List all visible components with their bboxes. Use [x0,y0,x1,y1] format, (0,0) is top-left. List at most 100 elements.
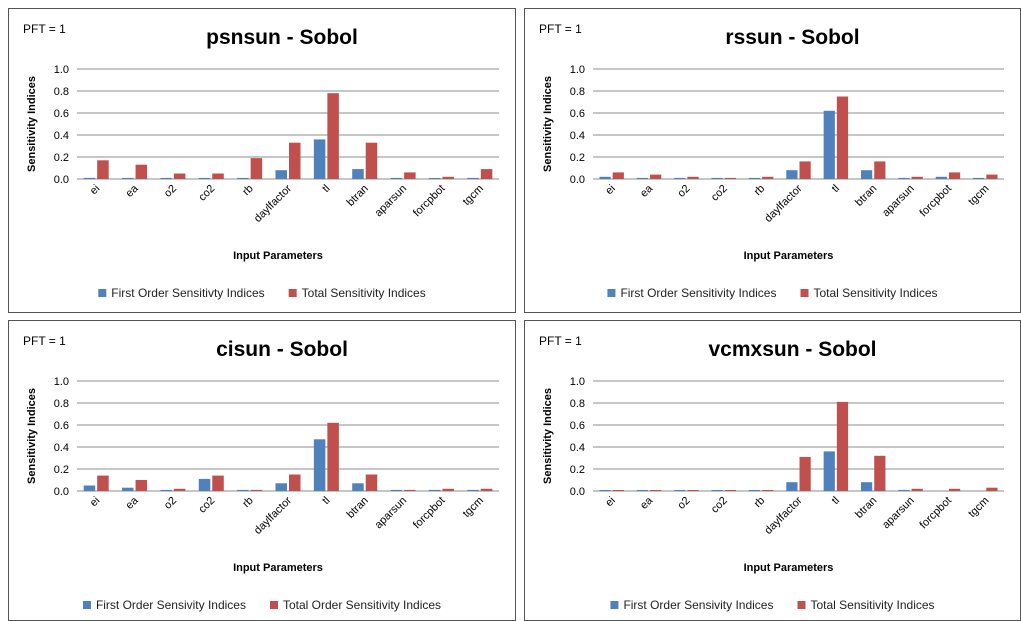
bar-total-ea [650,174,662,179]
bar-first-order-co2 [711,177,723,179]
bar-first-order-forcpbot [428,178,441,179]
bar-first-order-ea [636,177,649,179]
category-label-btran: btran [345,495,371,521]
bar-first-order-ei [83,177,96,179]
bar-total-tl [327,422,339,491]
bar-first-order-btran [861,170,873,179]
y-tick-label: 0.6 [54,420,69,432]
bar-first-order-o2 [160,489,172,491]
bar-total-forcpbot [948,172,961,179]
y-tick-label: 0.0 [570,486,585,498]
y-tick-label: 0.0 [54,486,69,498]
bar-total-ei [97,160,109,179]
bar-first-order-co2 [198,478,211,491]
bar-first-order-tl [313,139,326,179]
category-label-forcpbot: forcpbot [411,183,448,220]
category-label-tl: tl [830,495,842,507]
y-axis-label: Sensitivity Indices [542,76,554,172]
bar-total-daylfactor [289,474,301,491]
bar-total-tgcm [986,487,998,491]
y-axis-label: Sensitivity Indices [26,76,38,172]
y-tick-label: 0.2 [54,464,69,476]
bar-first-order-tgcm [973,177,985,179]
bar-total-tl [836,401,849,491]
category-label-ei: ei [603,495,618,510]
bar-first-order-o2 [674,490,686,491]
bar-total-tl [836,96,849,179]
legend-swatch-total [797,601,806,609]
category-label-ei: ei [88,495,103,510]
category-label-aparsun: aparsun [373,183,410,220]
y-tick-label: 0.6 [570,108,585,120]
legend-label-first-order: First Order Sensivity Indices [96,598,246,612]
bar-total-tgcm [480,169,493,179]
category-label-ea: ea [638,494,656,512]
y-tick-label: 0.2 [570,464,585,476]
y-tick-label: 0.8 [54,398,69,410]
category-label-tgcm: tgcm [966,495,991,520]
legend-swatch-first-order [98,289,107,297]
category-label-aparsun: aparsun [373,495,410,532]
bar-total-aparsun [404,489,416,491]
category-label-aparsun: aparsun [880,183,917,220]
bar-total-forcpbot [442,488,454,491]
bar-total-aparsun [404,172,416,179]
y-tick-label: 1.0 [54,64,69,76]
bar-first-order-rb [237,177,249,179]
y-tick-label: 0.4 [570,442,585,454]
bar-first-order-tgcm [467,489,479,491]
category-label-ei: ei [88,183,103,198]
category-label-forcpbot: forcpbot [411,495,448,532]
bar-first-order-btran [352,169,364,179]
bar-total-daylfactor [799,161,811,179]
bar-total-co2 [212,173,224,179]
category-label-ea: ea [638,182,656,200]
bar-first-order-ea [636,490,649,491]
category-label-o2: o2 [675,183,692,200]
x-axis-label: Input Parameters [744,250,834,262]
bar-total-o2 [173,173,186,179]
category-label-co2: co2 [196,495,217,516]
bar-first-order-co2 [198,177,211,179]
bar-first-order-btran [861,482,873,491]
bar-first-order-aparsun [898,177,910,179]
y-tick-label: 1.0 [54,376,69,388]
y-tick-label: 1.0 [570,376,585,388]
legend-label-total: Total Order Sensitivity Indices [283,598,441,612]
bar-first-order-co2 [711,490,723,491]
chart-title: rssun - Sobol [725,26,859,49]
bar-total-ea [135,164,148,179]
pft-annotation: PFT = 1 [539,334,582,348]
bar-total-ei [612,490,624,491]
bar-total-forcpbot [948,488,961,491]
legend-label-first-order: First Order Sensitivity Indices [620,286,776,300]
category-label-tgcm: tgcm [966,183,991,208]
y-tick-label: 0.6 [570,420,585,432]
bar-first-order-rb [748,177,761,179]
category-label-co2: co2 [709,495,730,516]
x-axis-label: Input Parameters [233,250,323,262]
bar-first-order-aparsun [898,489,910,491]
legend-label-first-order: First Order Sensitivty Indices [111,286,264,300]
category-label-tl: tl [320,183,332,195]
chart-title: cisun - Sobol [216,338,348,361]
y-tick-label: 0.4 [54,442,69,454]
y-tick-label: 0.8 [570,86,585,98]
bar-total-rb [250,158,263,179]
category-label-btran: btran [853,183,879,209]
category-label-rb: rb [752,495,767,510]
y-tick-label: 0.8 [570,398,585,410]
y-tick-label: 0.2 [570,152,585,164]
category-label-forcpbot: forcpbot [917,495,954,532]
bar-total-ei [612,172,624,179]
chart-svg: PFT = 1 psnsun - Sobol 0.0 0.2 0.4 0.6 0.8 1.0 S… [23,22,499,300]
bar-total-btran [874,161,886,179]
category-label-forcpbot: forcpbot [917,183,954,220]
chart-svg: PFT = 1 rssun - Sobol 0.0 0.2 0.4 0.6 0.8 1.0 Se… [539,22,1004,300]
x-axis-label: Input Parameters [233,562,323,574]
legend-swatch-total [269,601,278,609]
bar-total-ea [650,490,662,491]
category-label-co2: co2 [196,183,217,204]
category-label-rb: rb [752,183,767,198]
bar-first-order-ea [122,177,134,179]
